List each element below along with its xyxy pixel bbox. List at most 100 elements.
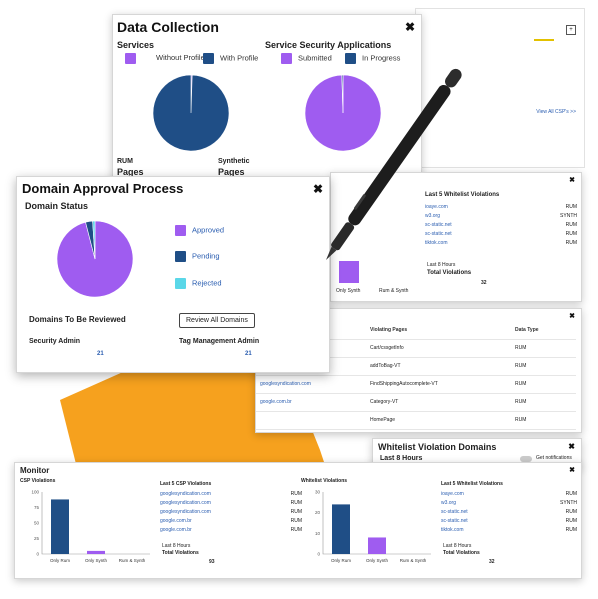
domain-link[interactable]: sc-static.net (441, 518, 468, 524)
data-type: RUM (565, 231, 577, 237)
violating-pages-column-header: Violating Pages (366, 321, 511, 340)
services-pie-chart (152, 74, 230, 152)
domain-link[interactable]: tiktok.com (441, 527, 464, 533)
swatch-purple (125, 53, 136, 64)
table-cell-page: Cart/cssgetInfo (366, 339, 511, 358)
whitelist-card-total-value: 32 (481, 280, 487, 286)
domain-link[interactable]: sc-static.net (441, 509, 468, 515)
csp-heading: CSP Violations (20, 478, 56, 484)
list-item: sc-static.net RUM (441, 508, 577, 517)
x-tick-label: Only Synth (366, 558, 389, 563)
y-tick-label: 25 (34, 536, 40, 541)
domain-link[interactable]: googlesyndication.com (160, 509, 211, 515)
domain-approval-title: Domain Approval Process (22, 181, 184, 196)
swatch-cyan (175, 278, 186, 289)
y-tick-label: 10 (315, 531, 321, 536)
data-type-column-header: Data Type (511, 321, 576, 340)
close-icon[interactable]: ✖ (569, 467, 575, 474)
wl-period: Last 8 Hours (443, 543, 472, 549)
tag-admin-label: Tag Management Admin (179, 338, 260, 345)
domain-link[interactable]: googlesyndication.com (160, 491, 211, 497)
pie-slice-rejected (92, 220, 96, 260)
legend-without-profile: Without Profile (125, 53, 205, 64)
table-cell-domain[interactable]: google.com.br (256, 393, 366, 412)
tag-admin-value[interactable]: 21 (245, 351, 252, 357)
swatch-navy (345, 53, 356, 64)
close-icon[interactable]: ✖ (312, 182, 323, 196)
whitelist-domains-period: Last 8 Hours (380, 455, 423, 462)
table-cell-type: RUM (511, 393, 576, 412)
table-cell-domain[interactable] (256, 411, 366, 430)
list-item: w3.org SYNTH (441, 499, 577, 508)
csp-total-label: Total Violations (162, 550, 199, 556)
wl-total-label: Total Violations (443, 550, 480, 556)
x-tick-label: Only Rum (50, 558, 70, 563)
view-all-csps-link[interactable]: View All CSP's >> (536, 109, 576, 115)
domain-approval-card: Domain Approval Process ✖ Domain Status … (16, 176, 330, 373)
legend-label: In Progress (362, 53, 401, 63)
security-admin-value[interactable]: 21 (97, 351, 104, 357)
services-heading: Services (117, 40, 155, 50)
domain-link[interactable]: w3.org (441, 500, 457, 506)
table-cell-domain[interactable]: googlesyndication.com (256, 375, 366, 394)
close-icon[interactable]: ✖ (569, 177, 575, 184)
notifications-toggle[interactable] (520, 456, 532, 462)
close-icon[interactable]: ✖ (404, 20, 415, 34)
domain-link[interactable]: ioaye.com (441, 491, 464, 497)
domain-link[interactable]: sc-static.net (425, 231, 452, 237)
corner-tab[interactable]: + (566, 25, 576, 35)
list-item: tiktok.com RUM (441, 526, 577, 535)
domain-status-heading: Domain Status (25, 201, 89, 211)
whitelist-card-bar-label-2: Rum & Synth (379, 288, 409, 294)
table-cell-type: RUM (511, 339, 576, 358)
data-type: RUM (290, 509, 302, 515)
domain-status-pie-chart (56, 220, 134, 298)
table-row[interactable]: HomePage RUM (256, 411, 576, 430)
data-type: RUM (290, 527, 302, 533)
table-row[interactable]: google.com.br Category-VT RUM (256, 393, 576, 412)
legend-label: Submitted (298, 53, 332, 63)
domain-link[interactable]: sc-static.net (425, 222, 452, 228)
wl-last5-list: ioaye.com RUM w3.org SYNTH sc-static.net RUM s… (441, 490, 577, 535)
list-item: sc-static.net RUM (441, 517, 577, 526)
chart-axis (322, 492, 431, 555)
ssa-heading: Service Security Applications (265, 40, 392, 50)
whitelist-card-title: Last 5 Whitelist Violations (425, 192, 500, 198)
table-cell-page: Category-VT (366, 393, 511, 412)
data-type: RUM (290, 500, 302, 506)
list-item: googlesyndication.com RUM (160, 508, 302, 517)
swatch-navy (175, 251, 186, 262)
whitelist-card-bar-label-1: Only Synth (336, 288, 361, 294)
wl-last5-heading: Last 5 Whitelist Violations (441, 481, 503, 487)
bar-only-rum (51, 499, 69, 554)
y-tick-label: 0 (317, 552, 320, 557)
data-type: SYNTH (560, 500, 577, 506)
mini-value: 6 (426, 109, 429, 115)
legend-pending: Pending (175, 251, 220, 262)
domain-link[interactable]: ioaye.com (425, 204, 448, 210)
domain-link[interactable]: google.com.br (160, 527, 192, 533)
review-all-domains-button[interactable]: Review All Domains (179, 313, 255, 328)
y-tick-label: 100 (31, 490, 39, 495)
list-item: tiktok.com RUM (425, 239, 577, 248)
close-icon[interactable]: ✖ (568, 442, 575, 451)
table-cell-type: RUM (511, 375, 576, 394)
domain-link[interactable]: tiktok.com (425, 240, 448, 246)
legend-rejected: Rejected (175, 278, 222, 289)
bar-only-synth (87, 550, 105, 554)
data-type: RUM (290, 491, 302, 497)
domain-link[interactable]: googlesyndication.com (160, 500, 211, 506)
bar-only-rum (332, 504, 350, 554)
legend-in-progress: In Progress (345, 53, 400, 64)
whitelist-card-mini-bar (339, 261, 359, 283)
table-cell-type: RUM (511, 411, 576, 430)
legend-label: Pending (192, 251, 220, 261)
violating-pages-table: Violating Pages Data Type Cart/cssgetInf… (256, 321, 576, 430)
domain-link[interactable]: google.com.br (160, 518, 192, 524)
domain-link[interactable]: w3.org (425, 213, 441, 219)
legend-with-profile: With Profile (203, 53, 258, 64)
list-item: w3.org SYNTH (425, 212, 577, 221)
close-icon[interactable]: ✖ (569, 313, 575, 320)
legend-label: Rejected (192, 278, 222, 288)
table-row[interactable]: googlesyndication.com FindShippingAutocom… (256, 375, 576, 394)
